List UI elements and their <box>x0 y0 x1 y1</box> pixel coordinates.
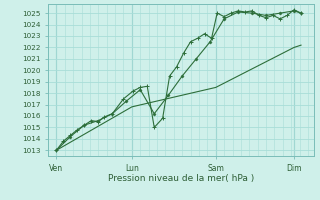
X-axis label: Pression niveau de la mer( hPa ): Pression niveau de la mer( hPa ) <box>108 174 254 183</box>
